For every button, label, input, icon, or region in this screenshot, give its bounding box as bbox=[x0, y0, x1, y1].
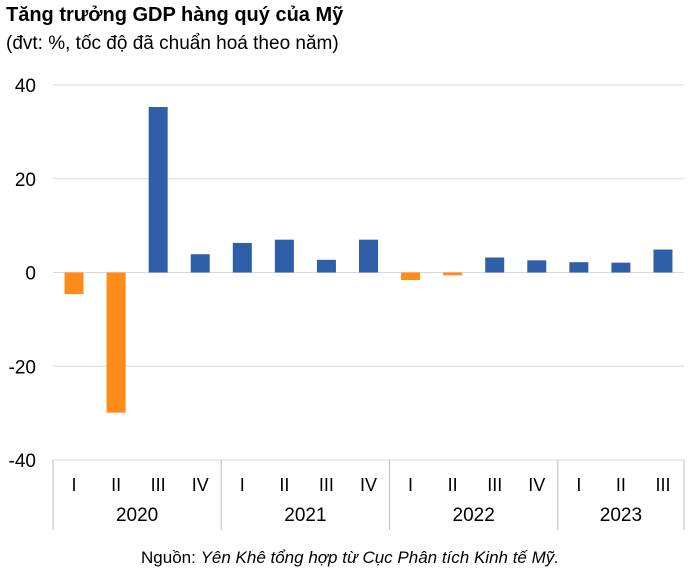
bar bbox=[106, 272, 126, 413]
year-label: 2020 bbox=[116, 505, 158, 526]
quarter-label: III bbox=[151, 475, 166, 495]
bar bbox=[527, 260, 547, 273]
y-tick-label: 20 bbox=[15, 170, 36, 191]
bar bbox=[611, 262, 631, 273]
quarter-label: II bbox=[111, 475, 121, 495]
quarter-label: I bbox=[408, 475, 413, 495]
year-label: 2021 bbox=[284, 505, 326, 526]
quarter-label: II bbox=[279, 475, 289, 495]
bar bbox=[316, 259, 336, 273]
bar bbox=[232, 242, 252, 273]
source-text: Yên Khê tổng hợp từ Cục Phân tích Kinh t… bbox=[200, 548, 559, 567]
bar bbox=[359, 239, 378, 273]
bar bbox=[443, 272, 463, 276]
bar bbox=[485, 257, 505, 273]
bar bbox=[569, 262, 589, 273]
quarter-label: II bbox=[616, 475, 626, 495]
quarter-label: I bbox=[576, 475, 581, 495]
bar bbox=[274, 239, 294, 273]
bar bbox=[653, 249, 673, 273]
source-prefix: Nguồn: bbox=[141, 548, 201, 567]
bar bbox=[401, 272, 421, 280]
quarter-label: I bbox=[72, 475, 77, 495]
bar bbox=[190, 254, 210, 273]
chart-title: Tăng trưởng GDP hàng quý của Mỹ bbox=[6, 4, 344, 26]
y-tick-label: 40 bbox=[15, 76, 36, 97]
year-label: 2022 bbox=[453, 505, 495, 526]
y-tick-label: -40 bbox=[9, 451, 36, 472]
quarter-label: III bbox=[655, 475, 670, 495]
quarter-label: III bbox=[319, 475, 334, 495]
quarter-label: I bbox=[240, 475, 245, 495]
source-note: Nguồn: Yên Khê tổng hợp từ Cục Phân tích… bbox=[0, 548, 700, 568]
quarter-label: IV bbox=[192, 475, 209, 495]
y-tick-label: -20 bbox=[9, 357, 36, 378]
quarter-label: IV bbox=[528, 475, 545, 495]
quarter-label: IV bbox=[360, 475, 377, 495]
bar bbox=[64, 272, 84, 295]
quarter-label: II bbox=[448, 475, 458, 495]
quarter-label: III bbox=[487, 475, 502, 495]
bar bbox=[148, 107, 168, 273]
y-tick-label: 0 bbox=[25, 264, 36, 285]
chart-subtitle: (đvt: %, tốc độ đã chuẩn hoá theo năm) bbox=[6, 33, 339, 54]
year-label: 2023 bbox=[600, 505, 642, 526]
